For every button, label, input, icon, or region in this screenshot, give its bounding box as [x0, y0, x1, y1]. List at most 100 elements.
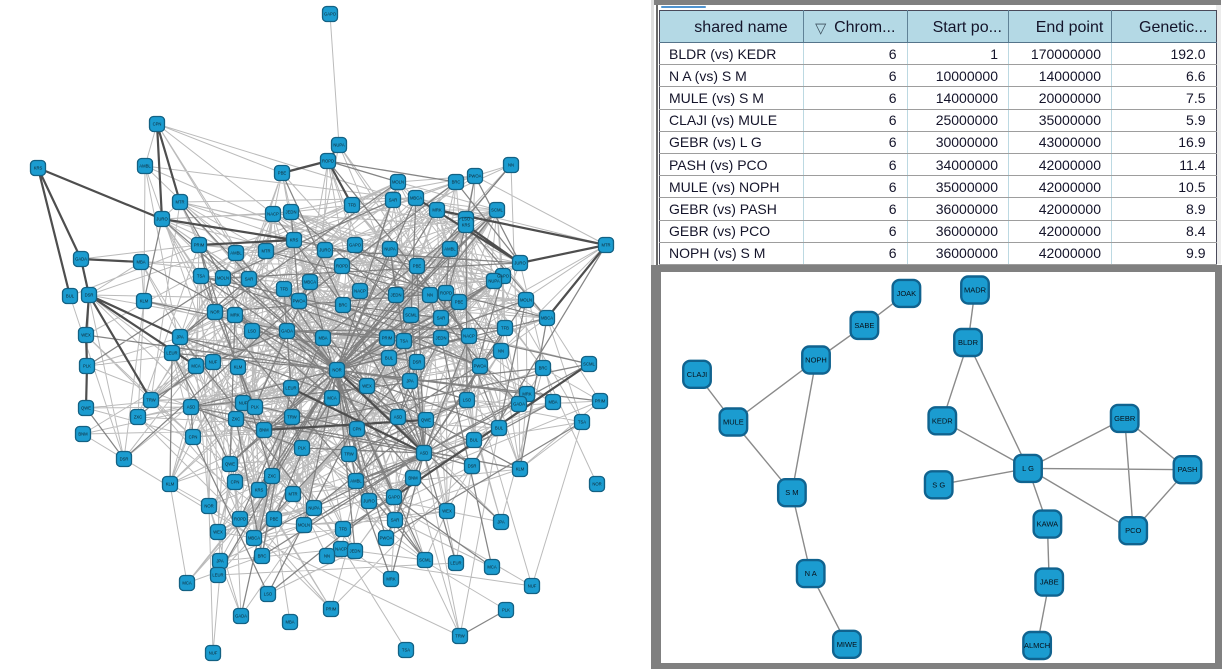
svg-text:SCML: SCML	[583, 362, 595, 367]
svg-text:NACP: NACP	[335, 547, 347, 552]
svg-text:MBA: MBA	[548, 400, 557, 405]
svg-text:MADR: MADR	[964, 286, 987, 295]
svg-text:MBCA: MBCA	[541, 316, 553, 321]
svg-text:TFB: TFB	[339, 527, 347, 532]
svg-text:LEUR: LEUR	[450, 561, 461, 566]
svg-text:TRW: TRW	[344, 452, 354, 457]
svg-text:DSR: DSR	[413, 360, 422, 365]
svg-text:AMBL: AMBL	[139, 164, 151, 169]
svg-text:GAPO: GAPO	[388, 495, 401, 500]
svg-text:CPN: CPN	[189, 435, 198, 440]
svg-text:NOPH: NOPH	[805, 356, 827, 365]
svg-text:S M: S M	[785, 488, 798, 497]
svg-text:PRIM: PRIM	[595, 399, 606, 404]
svg-text:GAPO: GAPO	[349, 243, 362, 248]
svg-text:PBE: PBE	[278, 171, 287, 176]
svg-text:DSR: DSR	[120, 457, 129, 462]
svg-text:MCA: MCA	[182, 581, 192, 586]
svg-text:TSA: TSA	[402, 648, 410, 653]
svg-text:JPA: JPA	[497, 520, 505, 525]
svg-text:PLK: PLK	[83, 364, 91, 369]
svg-text:WEX: WEX	[81, 333, 91, 338]
svg-text:ZXC: ZXC	[134, 415, 142, 420]
svg-text:BLDR: BLDR	[958, 338, 979, 347]
svg-text:JPA: JPA	[176, 335, 184, 340]
svg-text:PLK: PLK	[502, 608, 510, 613]
svg-text:PRIM: PRIM	[194, 243, 205, 248]
svg-text:LSO: LSO	[463, 398, 472, 403]
svg-text:ROPD: ROPD	[234, 517, 246, 522]
svg-text:KAWA: KAWA	[1037, 520, 1059, 529]
svg-text:MCA: MCA	[327, 396, 337, 401]
svg-text:BRC: BRC	[339, 303, 348, 308]
svg-text:KRS: KRS	[34, 166, 43, 171]
svg-text:CPN: CPN	[231, 480, 240, 485]
svg-text:PBE: PBE	[455, 300, 464, 305]
svg-text:TSA: TSA	[578, 420, 586, 425]
svg-text:TRW: TRW	[146, 398, 156, 403]
svg-text:BNM: BNM	[408, 476, 418, 481]
svg-text:CPN: CPN	[153, 122, 162, 127]
svg-text:KLM: KLM	[516, 467, 525, 472]
svg-text:MTR: MTR	[601, 243, 610, 248]
svg-text:MTR: MTR	[261, 249, 270, 254]
svg-text:BUL: BUL	[495, 426, 504, 431]
svg-text:ROPD: ROPD	[336, 264, 348, 269]
svg-text:NOR: NOR	[592, 482, 601, 487]
svg-text:GEBR: GEBR	[1114, 414, 1136, 423]
svg-text:NUF: NUF	[209, 651, 218, 656]
svg-text:SAR: SAR	[245, 277, 254, 282]
svg-text:NN: NN	[508, 163, 514, 168]
svg-text:ASD: ASD	[187, 405, 196, 410]
svg-text:KRS: KRS	[290, 238, 299, 243]
svg-text:S G: S G	[932, 480, 945, 489]
svg-text:BRC: BRC	[452, 180, 461, 185]
svg-text:KLM: KLM	[166, 482, 175, 487]
svg-text:NOR: NOR	[210, 310, 219, 315]
svg-text:BUL: BUL	[66, 294, 75, 299]
svg-text:JEDN: JEDN	[391, 293, 402, 298]
svg-text:QWE: QWE	[81, 406, 91, 411]
svg-text:JOAK: JOAK	[897, 289, 917, 298]
svg-text:PBE: PBE	[413, 264, 422, 269]
svg-text:MRK: MRK	[386, 577, 396, 582]
svg-text:MBCA: MBCA	[304, 280, 316, 285]
svg-text:ALMCH: ALMCH	[1024, 641, 1050, 650]
svg-text:BNM: BNM	[78, 432, 88, 437]
svg-text:WEX: WEX	[362, 384, 372, 389]
svg-text:TSA: TSA	[197, 274, 205, 279]
svg-text:GADA: GADA	[235, 614, 247, 619]
svg-text:KRS: KRS	[255, 488, 264, 493]
svg-text:TSA: TSA	[400, 339, 408, 344]
svg-text:KEDR: KEDR	[932, 416, 953, 425]
svg-text:NACP: NACP	[354, 289, 366, 294]
svg-text:LEUR: LEUR	[212, 573, 223, 578]
svg-text:ASD: ASD	[394, 415, 403, 420]
svg-text:JURO: JURO	[363, 499, 375, 504]
svg-text:AMBL: AMBL	[350, 479, 362, 484]
svg-text:BNM: BNM	[259, 428, 269, 433]
svg-text:MBCA: MBCA	[248, 536, 260, 541]
svg-text:ZXC: ZXC	[268, 474, 276, 479]
svg-text:BRC: BRC	[258, 554, 267, 559]
svg-text:KLM: KLM	[234, 365, 243, 370]
svg-text:LSO: LSO	[264, 592, 273, 597]
svg-text:QWE: QWE	[225, 462, 235, 467]
svg-text:WEX: WEX	[213, 530, 223, 535]
svg-text:PASH: PASH	[1178, 465, 1198, 474]
svg-text:NUPA: NUPA	[384, 247, 396, 252]
svg-text:MOLN: MOLN	[217, 276, 229, 281]
svg-text:NUPA: NUPA	[333, 143, 345, 148]
svg-text:L G: L G	[1022, 464, 1034, 473]
svg-text:PLK: PLK	[251, 405, 259, 410]
svg-text:JURO: JURO	[319, 248, 331, 253]
svg-text:NN: NN	[324, 554, 330, 559]
svg-text:MBA: MBA	[285, 620, 294, 625]
svg-text:DSR: DSR	[85, 293, 94, 298]
svg-text:NUPA: NUPA	[488, 279, 500, 284]
svg-text:LSO: LSO	[248, 329, 257, 334]
svg-text:TRW: TRW	[287, 415, 297, 420]
svg-text:NOR: NOR	[332, 368, 341, 373]
svg-text:CLAJI: CLAJI	[687, 370, 707, 379]
svg-text:GAPO: GAPO	[324, 12, 337, 17]
